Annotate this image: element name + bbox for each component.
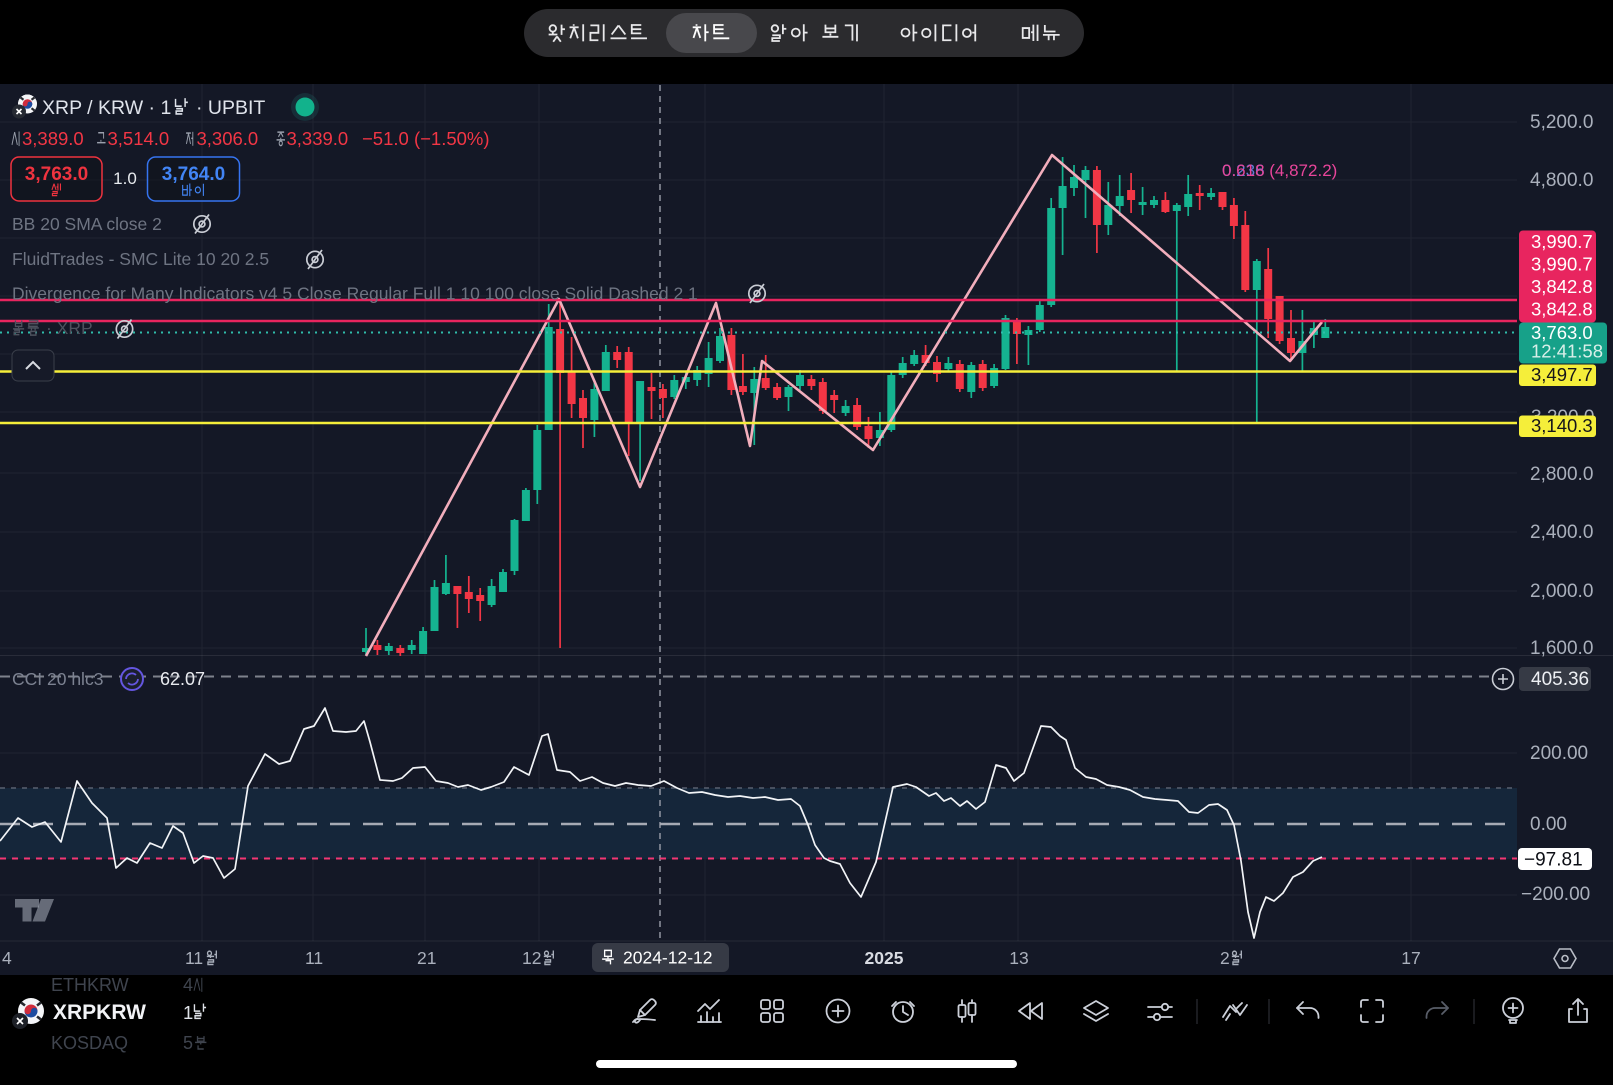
svg-text:21: 21	[417, 948, 436, 968]
svg-text:4: 4	[2, 948, 12, 968]
svg-text:BB 20 SMA close 2: BB 20 SMA close 2	[12, 214, 162, 234]
svg-text:ETHKRW: ETHKRW	[51, 975, 129, 995]
svg-text:3,497.7: 3,497.7	[1531, 364, 1593, 385]
svg-text:1: 1	[183, 1002, 193, 1023]
svg-text:2: 2	[1220, 948, 1230, 968]
svg-text:0.00: 0.00	[1530, 814, 1567, 835]
svg-text:4: 4	[183, 975, 193, 995]
svg-text:3,764.0: 3,764.0	[162, 164, 225, 185]
svg-text:3,339.0: 3,339.0	[287, 128, 349, 149]
svg-text:0.618 (4,872.2): 0.618 (4,872.2)	[1222, 161, 1337, 180]
svg-text:2,000.0: 2,000.0	[1530, 581, 1593, 602]
svg-text:FluidTrades - SMC Lite 10 20 2: FluidTrades - SMC Lite 10 20 2.5	[12, 249, 269, 269]
svg-text:2024-12-12: 2024-12-12	[623, 948, 713, 968]
svg-text:3,763.0: 3,763.0	[1531, 322, 1593, 343]
svg-text:3,306.0: 3,306.0	[197, 128, 259, 149]
svg-text:11: 11	[305, 948, 323, 968]
svg-text:· UPBIT: · UPBIT	[196, 97, 265, 119]
svg-text:12: 12	[522, 948, 541, 968]
svg-text:2,400.0: 2,400.0	[1530, 522, 1593, 543]
svg-text:−51.0 (−1.50%): −51.0 (−1.50%)	[362, 128, 490, 149]
svg-text:17: 17	[1401, 948, 1420, 968]
svg-text:−200.00: −200.00	[1521, 884, 1590, 905]
svg-text:5,200.0: 5,200.0	[1530, 112, 1593, 133]
svg-text:2,800.0: 2,800.0	[1530, 464, 1593, 485]
svg-text:1.0: 1.0	[113, 169, 137, 188]
svg-text:3,990.7: 3,990.7	[1531, 231, 1593, 252]
svg-text:CCI 20 hlc3: CCI 20 hlc3	[12, 669, 103, 689]
svg-text:XRP / KRW · 1: XRP / KRW · 1	[42, 97, 171, 119]
svg-text:Divergence for Many Indicators: Divergence for Many Indicators v4 5 Clos…	[12, 284, 698, 304]
svg-text:0.236: 0.236	[1222, 161, 1265, 180]
svg-text:KOSDAQ: KOSDAQ	[51, 1033, 128, 1053]
svg-text:3,389.0: 3,389.0	[22, 128, 84, 149]
svg-text:3,990.7: 3,990.7	[1531, 254, 1593, 275]
svg-text:3,842.8: 3,842.8	[1531, 299, 1593, 320]
svg-text:11: 11	[185, 948, 203, 968]
svg-text:3,514.0: 3,514.0	[108, 128, 170, 149]
svg-text:4,800.0: 4,800.0	[1530, 170, 1593, 191]
svg-text:XRPKRW: XRPKRW	[53, 1001, 146, 1024]
svg-text:3,842.8: 3,842.8	[1531, 276, 1593, 297]
svg-text:200.00: 200.00	[1530, 743, 1588, 764]
svg-text:3,140.3: 3,140.3	[1531, 415, 1593, 436]
svg-text:405.36: 405.36	[1531, 669, 1589, 690]
svg-text:1,600.0: 1,600.0	[1530, 638, 1593, 659]
svg-text:−97.81: −97.81	[1524, 850, 1583, 871]
svg-text:5: 5	[183, 1033, 193, 1053]
svg-text:2025: 2025	[865, 948, 904, 968]
svg-text:62.07: 62.07	[160, 669, 205, 689]
svg-text:13: 13	[1009, 948, 1028, 968]
svg-text:12:41:58: 12:41:58	[1531, 341, 1603, 362]
svg-text:· XRP: · XRP	[46, 318, 93, 338]
svg-text:3,763.0: 3,763.0	[25, 164, 88, 185]
